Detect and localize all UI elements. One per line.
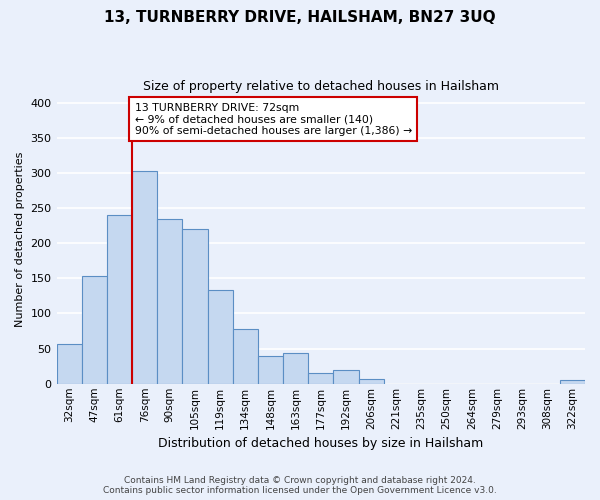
Bar (132, 171, 157, 384)
Title: Size of property relative to detached houses in Hailsham: Size of property relative to detached ho… (143, 80, 499, 93)
Bar (258, 356, 283, 384)
Bar (308, 373, 334, 384)
Bar (359, 379, 383, 384)
Bar (208, 290, 233, 384)
Text: 13, TURNBERRY DRIVE, HAILSHAM, BN27 3UQ: 13, TURNBERRY DRIVE, HAILSHAM, BN27 3UQ (104, 10, 496, 25)
Bar (560, 380, 585, 384)
Bar (157, 220, 182, 384)
Text: Contains HM Land Registry data © Crown copyright and database right 2024.
Contai: Contains HM Land Registry data © Crown c… (103, 476, 497, 495)
Bar (56, 344, 82, 384)
Bar (334, 370, 359, 384)
Bar (82, 276, 107, 384)
Bar (182, 229, 208, 384)
X-axis label: Distribution of detached houses by size in Hailsham: Distribution of detached houses by size … (158, 437, 484, 450)
Bar (233, 329, 258, 384)
Text: 13 TURNBERRY DRIVE: 72sqm
← 9% of detached houses are smaller (140)
90% of semi-: 13 TURNBERRY DRIVE: 72sqm ← 9% of detach… (134, 102, 412, 136)
Bar (283, 353, 308, 384)
Y-axis label: Number of detached properties: Number of detached properties (15, 152, 25, 328)
Bar (107, 215, 132, 384)
